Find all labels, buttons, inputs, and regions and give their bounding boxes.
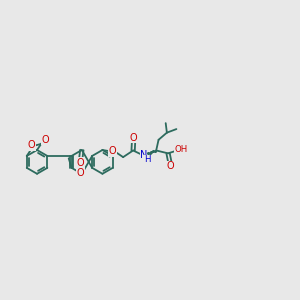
Text: O: O <box>130 133 137 142</box>
Text: O: O <box>77 158 85 168</box>
Text: O: O <box>28 140 35 151</box>
Text: O: O <box>41 134 49 145</box>
Text: O: O <box>167 161 174 171</box>
Text: N: N <box>140 150 148 160</box>
Text: H: H <box>144 155 150 164</box>
Text: O: O <box>77 168 85 178</box>
Text: O: O <box>109 146 116 156</box>
Text: OH: OH <box>174 145 187 154</box>
